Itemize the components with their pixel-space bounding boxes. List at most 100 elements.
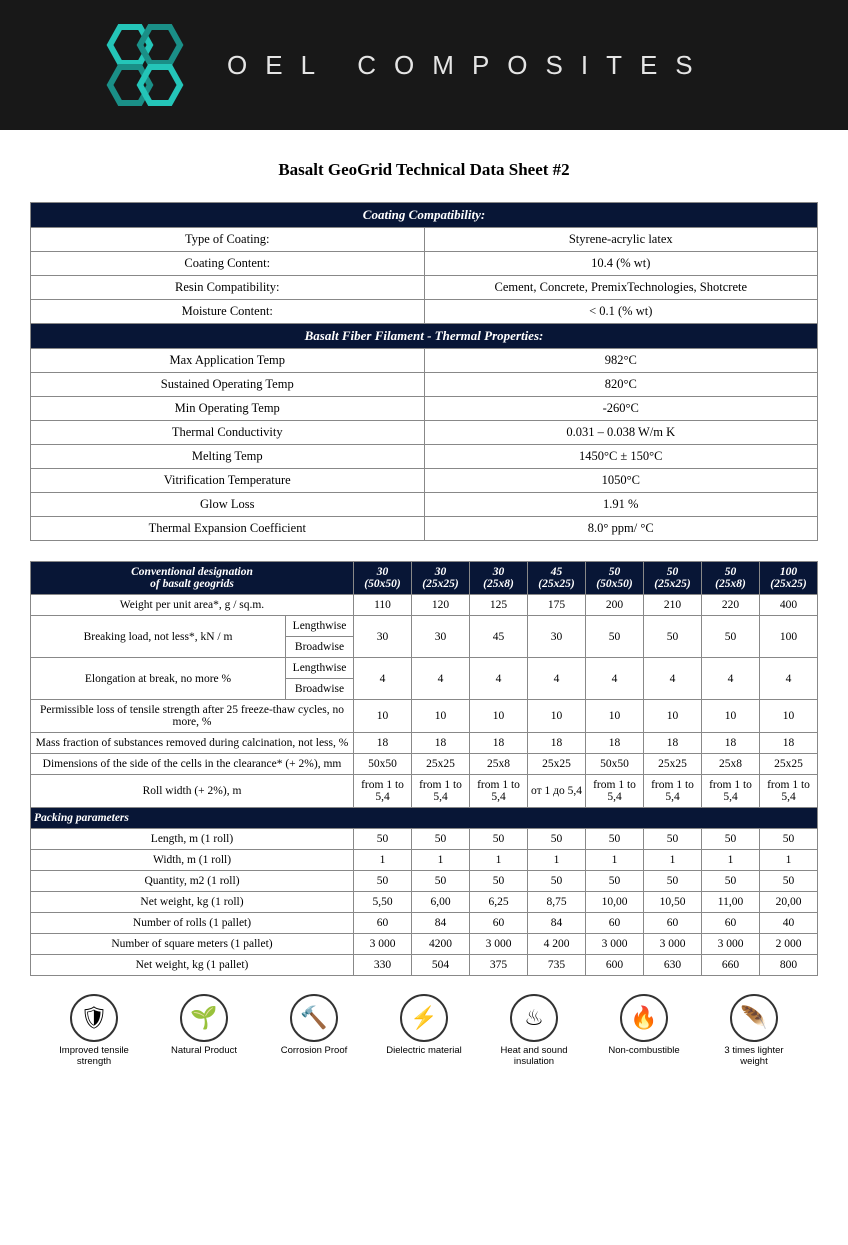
spec-cell: 660: [702, 955, 760, 976]
spec-row-label: Roll width (+ 2%), m: [31, 775, 354, 808]
logo-wrap: OEL COMPOSITES: [85, 15, 711, 115]
spec-cell: 50: [586, 616, 644, 658]
spec-cell: 4: [702, 658, 760, 700]
feature-label: Improved tensile strength: [53, 1046, 135, 1068]
spec-row: Mass fraction of substances removed duri…: [31, 733, 818, 754]
spec-cell: 60: [702, 913, 760, 934]
spec-cell: 50: [528, 871, 586, 892]
prop-label: Moisture Content:: [31, 300, 425, 324]
spec-cell: 4: [760, 658, 818, 700]
spec-cell: 50: [760, 871, 818, 892]
spec-cell: 220: [702, 595, 760, 616]
spec-cell: 30: [412, 616, 470, 658]
spec-col-header: 50(25x8): [702, 562, 760, 595]
spec-col-header: 30(25x25): [412, 562, 470, 595]
prop-value: < 0.1 (% wt): [424, 300, 818, 324]
spec-cell: 25x8: [470, 754, 528, 775]
spec-sub: Broadwise: [286, 679, 354, 700]
spec-cell: 10,00: [586, 892, 644, 913]
properties-table: Coating Compatibility: Type of Coating:S…: [30, 202, 818, 541]
thermal-row: Thermal Conductivity0.031 – 0.038 W/m K: [31, 421, 818, 445]
spec-row: Weight per unit area*, g / sq.m.11012012…: [31, 595, 818, 616]
spec-cell: 2 000: [760, 934, 818, 955]
spec-cell: 3 000: [702, 934, 760, 955]
spec-cell: 25x25: [528, 754, 586, 775]
spec-cell: 1: [644, 850, 702, 871]
spec-row: Roll width (+ 2%), mfrom 1 to 5,4from 1 …: [31, 775, 818, 808]
spec-cell: from 1 to 5,4: [412, 775, 470, 808]
spec-cell: 1: [586, 850, 644, 871]
spec-cell: 6,25: [470, 892, 528, 913]
spec-cell: 50: [412, 871, 470, 892]
feature-icon: 🪶 3 times lighter weight: [713, 994, 795, 1068]
feature-glyph-icon: 🪶: [730, 994, 778, 1042]
spec-cell: 375: [470, 955, 528, 976]
spec-cell: 50: [528, 829, 586, 850]
spec-col-header: 100(25x25): [760, 562, 818, 595]
spec-cell: 100: [760, 616, 818, 658]
spec-cell: 400: [760, 595, 818, 616]
prop-value: 1450°C ± 150°C: [424, 445, 818, 469]
spec-cell: 11,00: [702, 892, 760, 913]
feature-label: Heat and sound insulation: [493, 1046, 575, 1068]
spec-cell: 84: [528, 913, 586, 934]
spec-row-label: Number of square meters (1 pallet): [31, 934, 354, 955]
prop-label: Min Operating Temp: [31, 397, 425, 421]
spec-cell: 10: [470, 700, 528, 733]
spec-cell: from 1 to 5,4: [354, 775, 412, 808]
spec-sub: Broadwise: [286, 637, 354, 658]
spec-cell: 50: [354, 829, 412, 850]
spec-cell: 40: [760, 913, 818, 934]
spec-row: Number of rolls (1 pallet)60846084606060…: [31, 913, 818, 934]
spec-row-label: Length, m (1 roll): [31, 829, 354, 850]
spec-cell: 4: [470, 658, 528, 700]
page-body: Basalt GeoGrid Technical Data Sheet #2 C…: [0, 160, 848, 1083]
spec-cell: 50: [586, 829, 644, 850]
spec-cell: 4: [586, 658, 644, 700]
prop-label: Coating Content:: [31, 252, 425, 276]
packing-header: Packing parameters: [31, 808, 818, 829]
spec-header-line1: Conventional designation: [131, 566, 253, 578]
spec-cell: 18: [644, 733, 702, 754]
spec-cell: 18: [760, 733, 818, 754]
spec-cell: 4: [412, 658, 470, 700]
feature-icon: 🔥 Non-combustible: [603, 994, 685, 1068]
spec-cell: 18: [470, 733, 528, 754]
spec-cell: 210: [644, 595, 702, 616]
spec-row: Width, m (1 roll)11111111: [31, 850, 818, 871]
feature-label: 3 times lighter weight: [713, 1046, 795, 1068]
spec-cell: от 1 до 5,4: [528, 775, 586, 808]
feature-label: Non-combustible: [608, 1046, 679, 1057]
spec-cell: 1: [702, 850, 760, 871]
prop-value: 0.031 – 0.038 W/m K: [424, 421, 818, 445]
prop-value: 8.0° ppm/ °C: [424, 517, 818, 541]
spec-cell: 25x8: [702, 754, 760, 775]
spec-cell: 10,50: [644, 892, 702, 913]
spec-cell: 175: [528, 595, 586, 616]
spec-cell: 630: [644, 955, 702, 976]
feature-glyph-icon: 🔥: [620, 994, 668, 1042]
doc-title: Basalt GeoGrid Technical Data Sheet #2: [30, 160, 818, 180]
spec-cell: 60: [354, 913, 412, 934]
spec-cell: 10: [644, 700, 702, 733]
spec-row: Net weight, kg (1 pallet)330504375735600…: [31, 955, 818, 976]
feature-label: Corrosion Proof: [281, 1046, 348, 1057]
spec-row: Length, m (1 roll)5050505050505050: [31, 829, 818, 850]
spec-cell: 200: [586, 595, 644, 616]
coating-row: Type of Coating:Styrene-acrylic latex: [31, 228, 818, 252]
brand-header: OEL COMPOSITES: [0, 0, 848, 130]
spec-col-header: 30(25x8): [470, 562, 528, 595]
spec-cell: 6,00: [412, 892, 470, 913]
spec-row-label: Breaking load, not less*, kN / m: [31, 616, 286, 658]
spec-row-label: Permissible loss of tensile strength aft…: [31, 700, 354, 733]
spec-cell: 330: [354, 955, 412, 976]
spec-cell: 1: [760, 850, 818, 871]
spec-cell: 4: [644, 658, 702, 700]
spec-header-row: Conventional designation of basalt geogr…: [31, 562, 818, 595]
spec-cell: 20,00: [760, 892, 818, 913]
spec-cell: 18: [412, 733, 470, 754]
spec-cell: 110: [354, 595, 412, 616]
spec-sub: Lengthwise: [286, 616, 354, 637]
feature-glyph-icon: 🌱: [180, 994, 228, 1042]
prop-label: Max Application Temp: [31, 349, 425, 373]
